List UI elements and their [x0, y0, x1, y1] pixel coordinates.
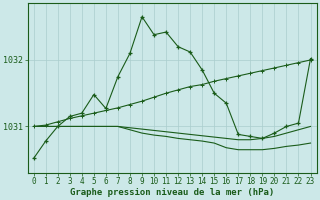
X-axis label: Graphe pression niveau de la mer (hPa): Graphe pression niveau de la mer (hPa): [70, 188, 274, 197]
